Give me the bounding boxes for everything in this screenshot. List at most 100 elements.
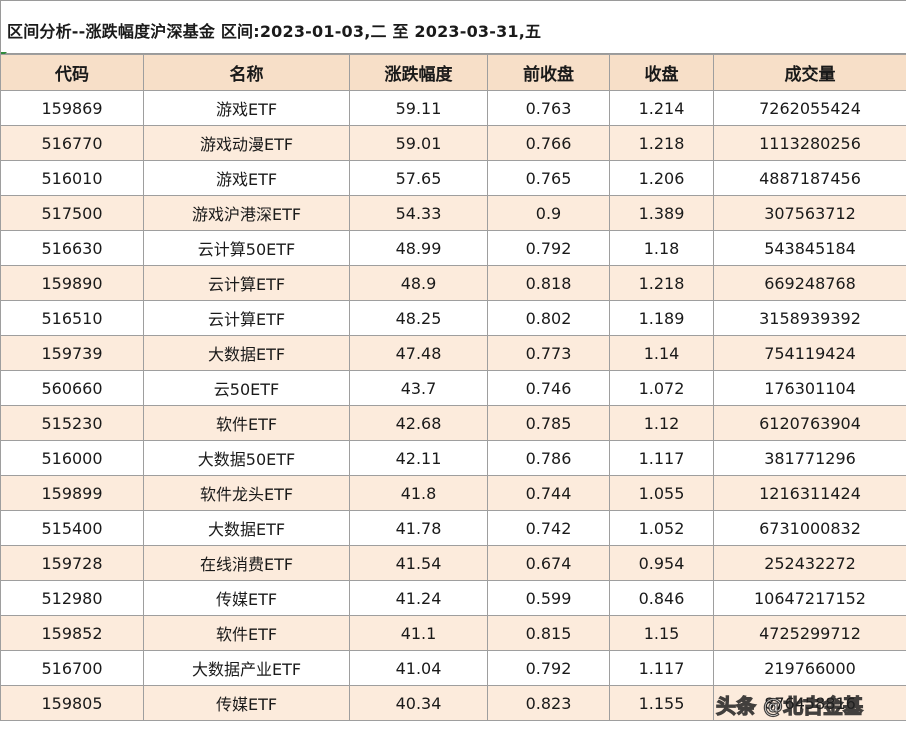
cell-change-pct: 41.78 bbox=[349, 510, 488, 546]
cell-change-pct: 59.01 bbox=[349, 125, 488, 161]
table-row: 516510 云计算ETF 48.25 0.802 1.189 3158939392 bbox=[0, 300, 906, 336]
cell-close: 1.117 bbox=[609, 650, 714, 686]
cell-close: 1.214 bbox=[609, 90, 714, 126]
cell-code: 516510 bbox=[0, 300, 144, 336]
cell-change-pct: 42.68 bbox=[349, 405, 488, 441]
table-row: 517500 游戏沪港深ETF 54.33 0.9 1.389 307563712 bbox=[0, 195, 906, 231]
watermark: 头条 @北古金基 bbox=[715, 693, 863, 718]
cell-prev-close: 0.823 bbox=[487, 685, 610, 721]
cell-prev-close: 0.786 bbox=[487, 440, 610, 476]
cell-volume: 1113280256 bbox=[713, 125, 906, 161]
cell-volume: 4887187456 bbox=[713, 160, 906, 196]
cell-change-pct: 41.8 bbox=[349, 475, 488, 511]
cell-close: 1.189 bbox=[609, 300, 714, 336]
header-change-pct: 涨跌幅度 bbox=[349, 54, 488, 91]
cell-volume: 307563712 bbox=[713, 195, 906, 231]
cell-name: 游戏动漫ETF bbox=[143, 125, 350, 161]
cell-volume: 6120763904 bbox=[713, 405, 906, 441]
cell-code: 516700 bbox=[0, 650, 144, 686]
cell-close: 1.155 bbox=[609, 685, 714, 721]
cell-prev-close: 0.746 bbox=[487, 370, 610, 406]
table-row: 159805 传媒ETF 40.34 0.823 1.155 876458816 bbox=[0, 685, 906, 721]
table-row: 159739 大数据ETF 47.48 0.773 1.14 754119424 bbox=[0, 335, 906, 371]
cell-name: 云计算ETF bbox=[143, 265, 350, 301]
cell-code: 159890 bbox=[0, 265, 144, 301]
cell-change-pct: 57.65 bbox=[349, 160, 488, 196]
cell-name: 大数据ETF bbox=[143, 335, 350, 371]
title-bar: 区间分析--涨跌幅度沪深基金 区间:2023-01-03,二 至 2023-03… bbox=[0, 0, 906, 58]
table-header-row: 代码 名称 涨跌幅度 前收盘 收盘 成交量 bbox=[0, 54, 906, 91]
cell-close: 1.12 bbox=[609, 405, 714, 441]
cell-volume: 7262055424 bbox=[713, 90, 906, 126]
cell-volume: 176301104 bbox=[713, 370, 906, 406]
cell-name: 软件ETF bbox=[143, 405, 350, 441]
table-row: 159852 软件ETF 41.1 0.815 1.15 4725299712 bbox=[0, 615, 906, 651]
table-row: 516630 云计算50ETF 48.99 0.792 1.18 543845184 bbox=[0, 230, 906, 266]
cell-code: 159869 bbox=[0, 90, 144, 126]
cell-name: 大数据产业ETF bbox=[143, 650, 350, 686]
cell-code: 560660 bbox=[0, 370, 144, 406]
cell-close: 1.218 bbox=[609, 265, 714, 301]
cell-change-pct: 47.48 bbox=[349, 335, 488, 371]
cell-change-pct: 41.54 bbox=[349, 545, 488, 581]
cell-change-pct: 48.99 bbox=[349, 230, 488, 266]
cell-volume: 1216311424 bbox=[713, 475, 906, 511]
header-name: 名称 bbox=[143, 54, 350, 91]
cell-close: 0.954 bbox=[609, 545, 714, 581]
cell-prev-close: 0.599 bbox=[487, 580, 610, 616]
cell-change-pct: 59.11 bbox=[349, 90, 488, 126]
cell-volume: 252432272 bbox=[713, 545, 906, 581]
cell-name: 传媒ETF bbox=[143, 580, 350, 616]
table-row: 159890 云计算ETF 48.9 0.818 1.218 669248768 bbox=[0, 265, 906, 301]
table-row: 515400 大数据ETF 41.78 0.742 1.052 6731000832 bbox=[0, 510, 906, 546]
table-row: 159728 在线消费ETF 41.54 0.674 0.954 252432272 bbox=[0, 545, 906, 581]
cell-close: 1.072 bbox=[609, 370, 714, 406]
cell-code: 515230 bbox=[0, 405, 144, 441]
cell-volume: 754119424 bbox=[713, 335, 906, 371]
cell-close: 1.15 bbox=[609, 615, 714, 651]
cell-volume: 543845184 bbox=[713, 230, 906, 266]
cell-prev-close: 0.802 bbox=[487, 300, 610, 336]
cell-change-pct: 41.24 bbox=[349, 580, 488, 616]
cell-name: 云计算ETF bbox=[143, 300, 350, 336]
cell-volume: 6731000832 bbox=[713, 510, 906, 546]
cell-prev-close: 0.763 bbox=[487, 90, 610, 126]
cell-name: 大数据50ETF bbox=[143, 440, 350, 476]
header-close: 收盘 bbox=[609, 54, 714, 91]
cell-change-pct: 48.25 bbox=[349, 300, 488, 336]
cell-code: 516010 bbox=[0, 160, 144, 196]
cell-code: 516630 bbox=[0, 230, 144, 266]
cell-prev-close: 0.765 bbox=[487, 160, 610, 196]
cell-change-pct: 54.33 bbox=[349, 195, 488, 231]
cell-name: 游戏沪港深ETF bbox=[143, 195, 350, 231]
header-prev-close: 前收盘 bbox=[487, 54, 610, 91]
cell-close: 1.14 bbox=[609, 335, 714, 371]
cell-code: 159739 bbox=[0, 335, 144, 371]
table-row: 560660 云50ETF 43.7 0.746 1.072 176301104 bbox=[0, 370, 906, 406]
cell-close: 0.846 bbox=[609, 580, 714, 616]
cell-volume: 876458816 bbox=[713, 685, 906, 721]
cell-prev-close: 0.818 bbox=[487, 265, 610, 301]
cell-change-pct: 41.04 bbox=[349, 650, 488, 686]
cell-close: 1.052 bbox=[609, 510, 714, 546]
cell-code: 516770 bbox=[0, 125, 144, 161]
table-row: 516010 游戏ETF 57.65 0.765 1.206 4887187456 bbox=[0, 160, 906, 196]
cell-name: 软件龙头ETF bbox=[143, 475, 350, 511]
cell-prev-close: 0.674 bbox=[487, 545, 610, 581]
cell-close: 1.18 bbox=[609, 230, 714, 266]
cell-volume: 669248768 bbox=[713, 265, 906, 301]
cell-code: 159899 bbox=[0, 475, 144, 511]
cell-code: 159728 bbox=[0, 545, 144, 581]
cell-change-pct: 41.1 bbox=[349, 615, 488, 651]
table-row: 159899 软件龙头ETF 41.8 0.744 1.055 1216311424 bbox=[0, 475, 906, 511]
cell-prev-close: 0.744 bbox=[487, 475, 610, 511]
cell-prev-close: 0.9 bbox=[487, 195, 610, 231]
cell-name: 大数据ETF bbox=[143, 510, 350, 546]
cell-code: 515400 bbox=[0, 510, 144, 546]
table-row: 159869 游戏ETF 59.11 0.763 1.214 7262055424 bbox=[0, 90, 906, 126]
cell-close: 1.055 bbox=[609, 475, 714, 511]
cell-volume: 4725299712 bbox=[713, 615, 906, 651]
cell-code: 159852 bbox=[0, 615, 144, 651]
cell-name: 云计算50ETF bbox=[143, 230, 350, 266]
cell-prev-close: 0.773 bbox=[487, 335, 610, 371]
